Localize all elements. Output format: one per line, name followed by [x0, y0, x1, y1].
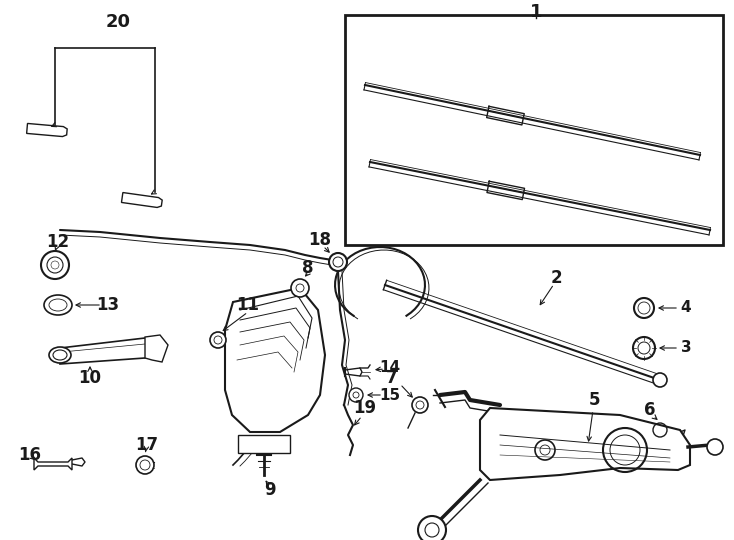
- Text: 8: 8: [302, 259, 313, 277]
- Text: 13: 13: [96, 296, 120, 314]
- Polygon shape: [122, 193, 162, 207]
- Text: 11: 11: [236, 296, 260, 314]
- Text: 19: 19: [354, 399, 377, 417]
- Polygon shape: [34, 458, 72, 470]
- Circle shape: [349, 388, 363, 402]
- Circle shape: [136, 456, 154, 474]
- Text: 1: 1: [530, 3, 542, 21]
- Circle shape: [329, 253, 347, 271]
- Text: 18: 18: [308, 231, 332, 249]
- Text: 3: 3: [680, 341, 691, 355]
- Polygon shape: [480, 408, 690, 480]
- Polygon shape: [145, 335, 168, 362]
- Circle shape: [412, 397, 428, 413]
- Polygon shape: [60, 338, 155, 364]
- Text: 9: 9: [264, 481, 276, 499]
- Circle shape: [418, 516, 446, 540]
- Circle shape: [653, 373, 667, 387]
- Polygon shape: [225, 288, 325, 432]
- Text: 2: 2: [550, 269, 562, 287]
- Text: 15: 15: [379, 388, 401, 402]
- Ellipse shape: [49, 347, 71, 363]
- Text: 7: 7: [386, 369, 398, 387]
- Text: 5: 5: [589, 391, 600, 409]
- Circle shape: [707, 439, 723, 455]
- Text: 17: 17: [136, 436, 159, 454]
- Circle shape: [291, 279, 309, 297]
- Circle shape: [210, 332, 226, 348]
- Text: 4: 4: [680, 300, 691, 315]
- Text: 16: 16: [18, 446, 41, 464]
- Text: 14: 14: [379, 361, 401, 375]
- Bar: [345, 15, 723, 245]
- Ellipse shape: [44, 295, 72, 315]
- Circle shape: [41, 251, 69, 279]
- Text: 12: 12: [46, 233, 70, 251]
- Text: 20: 20: [106, 13, 131, 31]
- Polygon shape: [26, 124, 68, 137]
- Text: 10: 10: [79, 369, 101, 387]
- Text: 6: 6: [644, 401, 655, 419]
- Bar: [238, 435, 290, 453]
